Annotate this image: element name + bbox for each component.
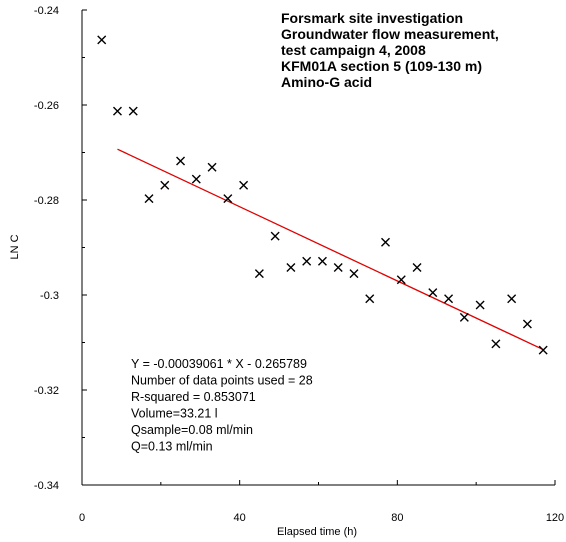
data-point — [538, 345, 548, 355]
chart-title-line: Groundwater flow measurement, — [281, 26, 499, 42]
regression-annotation: Y = -0.00039061 * X - 0.265789 Number of … — [131, 357, 313, 454]
annotation-line: Volume=33.21 l — [131, 407, 218, 421]
data-point — [97, 35, 107, 45]
data-point — [254, 269, 264, 279]
data-point — [191, 174, 201, 184]
fit-line — [117, 148, 544, 351]
x-tick-label: 40 — [234, 512, 246, 524]
data-point — [491, 339, 501, 349]
chart-title-line: KFM01A section 5 (109-130 m) — [281, 58, 482, 74]
data-point — [507, 294, 517, 304]
data-point — [223, 194, 233, 204]
data-point — [128, 106, 138, 116]
annotation-line: R-squared = 0.853071 — [131, 390, 256, 404]
y-tick-label: -0.32 — [34, 385, 59, 397]
annotation-line: Q=0.13 ml/min — [131, 440, 213, 454]
x-axis-label: Elapsed time (h) — [277, 526, 357, 538]
data-point — [475, 300, 485, 310]
data-point — [207, 162, 217, 172]
chart-title-line: Amino-G acid — [281, 74, 372, 90]
y-tick-label: -0.24 — [34, 5, 59, 17]
y-axis: -0.34 -0.32 -0.3 -0.28 -0.26 -0.24 — [34, 5, 87, 492]
data-point — [317, 256, 327, 266]
data-point — [160, 180, 170, 190]
y-tick-label: -0.28 — [34, 195, 59, 207]
data-point — [349, 269, 359, 279]
data-point — [444, 294, 454, 304]
data-point — [270, 231, 280, 241]
data-points — [97, 35, 548, 355]
chart-title-line: Forsmark site investigation — [281, 10, 463, 26]
data-point — [365, 294, 375, 304]
annotation-line: Qsample=0.08 ml/min — [131, 423, 253, 437]
data-point — [239, 180, 249, 190]
chart-title-line: test campaign 4, 2008 — [281, 42, 426, 58]
x-tick-label: 120 — [546, 512, 564, 524]
fit-line-group — [117, 148, 544, 351]
y-axis-label: LN C — [9, 234, 21, 259]
data-point — [428, 288, 438, 298]
data-point — [381, 237, 391, 247]
annotation-line: Number of data points used = 28 — [131, 374, 313, 388]
x-axis: 0 40 80 120 — [79, 480, 564, 524]
data-point — [176, 156, 186, 166]
y-tick-label: -0.26 — [34, 100, 59, 112]
data-point — [144, 194, 154, 204]
data-point — [333, 262, 343, 272]
data-point — [459, 312, 469, 322]
y-tick-label: -0.3 — [40, 290, 59, 302]
data-point — [522, 319, 532, 329]
x-tick-label: 80 — [391, 512, 403, 524]
data-point — [412, 262, 422, 272]
x-tick-label: 0 — [79, 512, 85, 524]
data-point — [302, 256, 312, 266]
data-point — [286, 262, 296, 272]
y-tick-label: -0.34 — [34, 480, 59, 492]
data-point — [112, 106, 122, 116]
annotation-line: Y = -0.00039061 * X - 0.265789 — [131, 357, 307, 371]
data-point — [396, 275, 406, 285]
